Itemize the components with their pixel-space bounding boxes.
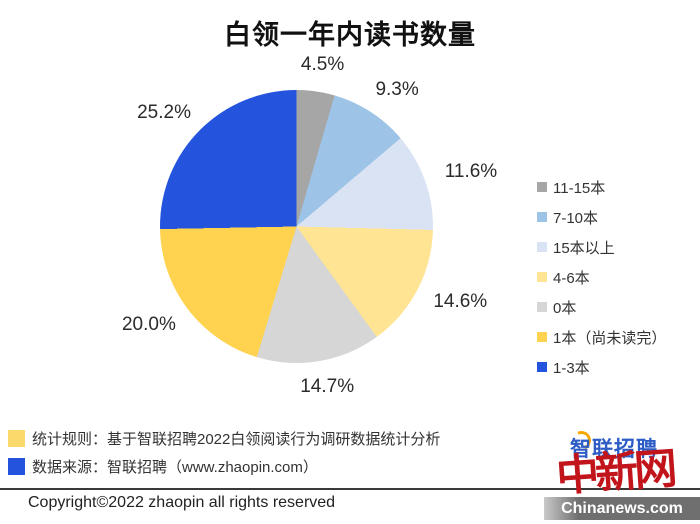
legend-swatch-icon bbox=[537, 302, 547, 312]
legend-swatch-icon bbox=[537, 212, 547, 222]
pie-slice-label: 14.7% bbox=[300, 376, 355, 398]
legend-item: 1-3本 bbox=[537, 352, 666, 382]
copyright-text: Copyright©2022 zhaopin all rights reserv… bbox=[28, 494, 336, 511]
pie-slice-label: 14.6% bbox=[433, 291, 488, 313]
legend-label: 11-15本 bbox=[553, 179, 606, 197]
pie-slice-label: 20.0% bbox=[121, 313, 176, 335]
legend-label: 1本（尚未读完） bbox=[553, 329, 667, 347]
legend-label: 1-3本 bbox=[553, 359, 590, 377]
zhaopin-logo: 智联招聘 bbox=[570, 438, 658, 461]
legend-item: 4-6本 bbox=[537, 262, 666, 292]
chinanews-bar: Chinanews.com bbox=[544, 497, 700, 520]
legend-swatch-icon bbox=[537, 272, 547, 282]
legend-swatch-icon bbox=[537, 362, 547, 372]
footnote-row: 数据来源：智联招聘（www.zhaopin.com） bbox=[8, 452, 440, 480]
pie-slice-label: 4.5% bbox=[300, 54, 345, 76]
legend-item: 11-15本 bbox=[537, 172, 666, 202]
chinanews-watermark: 中新网 bbox=[554, 445, 675, 502]
legend-item: 15本以上 bbox=[537, 232, 666, 262]
footnote-swatch-icon bbox=[8, 429, 25, 447]
pie-slice-label: 11.6% bbox=[444, 161, 498, 183]
pie-slice-label: 9.3% bbox=[375, 78, 419, 100]
legend-label: 15本以上 bbox=[553, 239, 615, 257]
legend-label: 0本 bbox=[553, 299, 577, 317]
legend-swatch-icon bbox=[537, 332, 547, 342]
divider-line bbox=[0, 488, 700, 490]
legend-item: 1本（尚未读完） bbox=[537, 322, 666, 352]
footnotes: 统计规则：基于智联招聘2022白领阅读行为调研数据统计分析 数据来源：智联招聘（w… bbox=[8, 424, 440, 480]
footnote-swatch-icon bbox=[8, 457, 25, 475]
chinanews-url-text: Chinanews.com bbox=[561, 499, 683, 517]
pie-chart bbox=[160, 90, 433, 363]
legend-item: 0本 bbox=[537, 292, 666, 322]
legend-label: 4-6本 bbox=[553, 269, 590, 287]
footnote-row: 统计规则：基于智联招聘2022白领阅读行为调研数据统计分析 bbox=[8, 424, 440, 452]
legend-swatch-icon bbox=[537, 242, 547, 252]
chart-title: 白领一年内读书数量 bbox=[224, 20, 476, 50]
legend-swatch-icon bbox=[537, 182, 547, 192]
footnote-text: 数据来源：智联招聘（www.zhaopin.com） bbox=[32, 458, 318, 476]
pie-slice-label: 25.2% bbox=[137, 101, 191, 123]
legend-item: 7-10本 bbox=[537, 202, 666, 232]
footnote-text: 统计规则：基于智联招聘2022白领阅读行为调研数据统计分析 bbox=[32, 430, 441, 448]
legend: 11-15本 7-10本 15本以上 4-6本 0本 1本（尚未读完） 1-3本 bbox=[537, 172, 666, 382]
legend-label: 7-10本 bbox=[553, 209, 599, 227]
